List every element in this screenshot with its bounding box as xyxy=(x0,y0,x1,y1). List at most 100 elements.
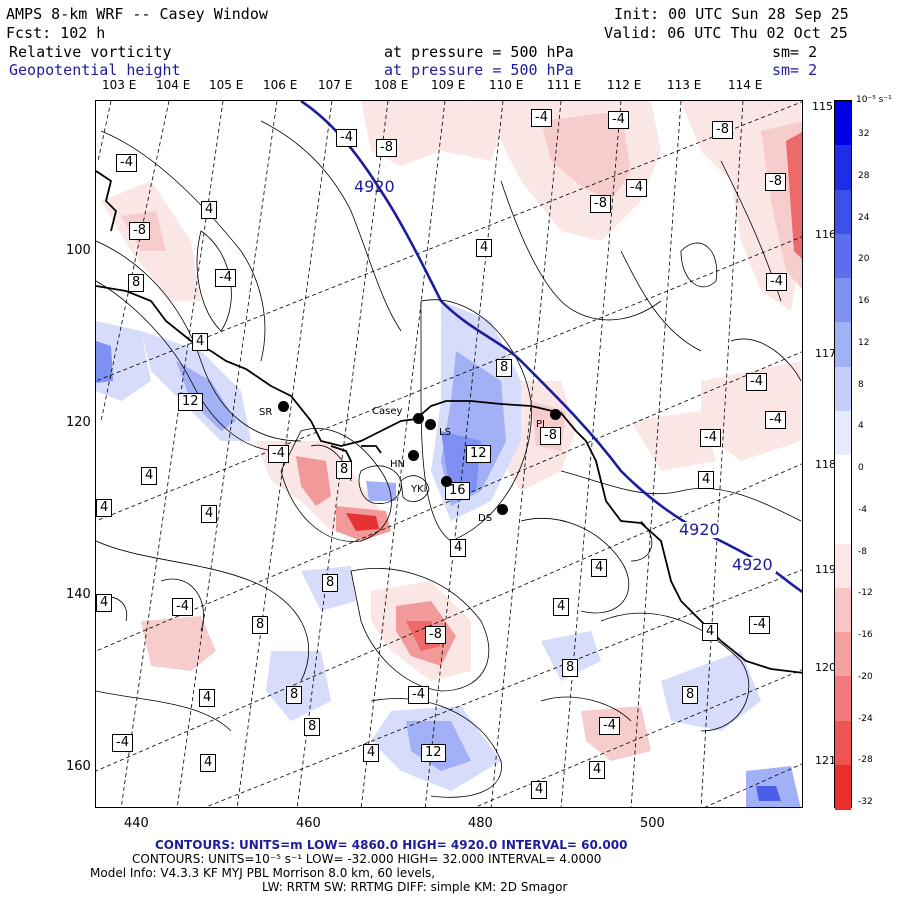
forecast-hour: Fcst: 102 h xyxy=(6,24,106,42)
contour-label: -8 xyxy=(129,222,150,240)
field-1-name: Relative vorticity xyxy=(9,43,172,61)
colorbar-level-label: 16 xyxy=(858,296,870,306)
contour-label: -4 xyxy=(268,445,289,463)
contour-label: 8 xyxy=(304,718,321,736)
contour-label: 4 xyxy=(702,623,719,641)
contour-label: 4 xyxy=(201,201,218,219)
height-contour-label: 4920 xyxy=(354,177,395,196)
contour-label: -4 xyxy=(765,411,786,429)
contour-label: 8 xyxy=(322,574,339,592)
height-contour-label: 4920 xyxy=(729,557,776,573)
field-2-name: Geopotential height xyxy=(9,61,181,79)
lon-label: 104 E xyxy=(156,78,191,92)
field-1-pressure: at pressure = 500 hPa xyxy=(384,43,574,61)
contour-label: 16 xyxy=(445,482,470,500)
colorbar-level-label: 32 xyxy=(858,129,870,139)
contour-label: 8 xyxy=(496,359,513,377)
colorbar-level-label: 28 xyxy=(858,170,870,181)
field-2-smoothing: sm= 2 xyxy=(772,61,818,79)
station-marker[interactable] xyxy=(550,409,561,420)
x-axis-label: 460 xyxy=(296,816,321,831)
station-marker[interactable] xyxy=(425,419,436,430)
station-label: PI xyxy=(536,419,545,430)
colorbar-level-label: 24 xyxy=(858,212,870,223)
vorticity-contours xyxy=(96,120,802,798)
colorbar-segment xyxy=(835,676,851,722)
contour-label: 4 xyxy=(591,559,608,577)
colorbar-segment xyxy=(835,366,851,412)
station-marker[interactable] xyxy=(408,450,419,461)
colorbar-level-label: -4 xyxy=(858,504,867,515)
colorbar-level-label: 4 xyxy=(858,421,864,432)
contour-label: 8 xyxy=(682,686,699,704)
lon-label: 114 E xyxy=(728,78,763,92)
colorbar-level-label: 0 xyxy=(858,463,864,473)
contour-label: -8 xyxy=(540,427,561,445)
field-1-smoothing: sm= 2 xyxy=(772,43,818,61)
contour-label: -4 xyxy=(116,154,137,172)
colorbar-segment xyxy=(835,632,851,678)
colorbar-segment xyxy=(835,101,851,147)
x-axis-label: 440 xyxy=(124,816,149,831)
contour-label: 12 xyxy=(178,393,203,411)
map-panel: 4920 4920 4920 -4 -8 -4 -8 4 -4 -8 -4 -8… xyxy=(95,100,803,808)
station-label: Casey xyxy=(372,406,403,417)
colorbar-segment xyxy=(835,499,851,545)
lon-label: 103 E xyxy=(102,78,137,92)
y-axis-label: 140 xyxy=(66,587,91,602)
contour-label: 8 xyxy=(128,274,145,292)
colorbar-level-label: 8 xyxy=(858,379,864,390)
lon-label: 111 E xyxy=(547,78,582,92)
vorticity-fill xyxy=(96,101,802,807)
colorbar-level-label: -24 xyxy=(858,713,873,724)
valid-time: Valid: 06 UTC Thu 02 Oct 25 xyxy=(604,24,848,42)
lon-label: 108 E xyxy=(374,78,409,92)
vorticity-contour-info: CONTOURS: UNITS=10⁻⁵ s⁻¹ LOW= -32.000 HI… xyxy=(132,852,602,866)
colorbar-segment xyxy=(835,543,851,589)
colorbar-segment xyxy=(835,764,851,810)
contour-label: 8 xyxy=(562,659,579,677)
height-contour-info: CONTOURS: UNITS=m LOW= 4860.0 HIGH= 4920… xyxy=(155,838,628,852)
contour-label: 4 xyxy=(199,689,216,707)
contour-label: -8 xyxy=(765,173,786,191)
contour-label: -8 xyxy=(425,626,446,644)
height-contour-label: 4920 xyxy=(676,522,723,538)
contour-label: 4 xyxy=(589,761,606,779)
colorbar-level-label: 12 xyxy=(858,337,870,348)
colorbar-level-label: -20 xyxy=(858,671,873,682)
colorbar-segment xyxy=(835,145,851,191)
lon-label: 112 E xyxy=(607,78,642,92)
colorbar-segment xyxy=(835,322,851,368)
contour-label: 4 xyxy=(450,539,467,557)
colorbar-segment xyxy=(835,189,851,235)
contour-label: -8 xyxy=(376,139,397,157)
station-marker[interactable] xyxy=(441,476,452,487)
contour-label: -8 xyxy=(590,195,611,213)
lat-lon-grid xyxy=(96,101,802,807)
physics-info: LW: RRTM SW: RRTMG DIFF: simple KM: 2D S… xyxy=(262,880,568,894)
contour-label: -4 xyxy=(599,717,620,735)
colorbar-segment xyxy=(835,278,851,324)
station-marker[interactable] xyxy=(413,413,424,424)
station-marker[interactable] xyxy=(278,401,289,412)
contour-label: 4 xyxy=(96,594,113,612)
station-label: HN xyxy=(390,459,405,470)
coastline xyxy=(96,170,802,674)
lon-label: 109 E xyxy=(431,78,466,92)
map-canvas xyxy=(96,101,802,807)
contour-label: 4 xyxy=(192,333,209,351)
colorbar-level-label: -16 xyxy=(858,630,873,640)
colorbar-segment xyxy=(835,410,851,456)
contour-label: -4 xyxy=(766,273,787,291)
contour-label: 8 xyxy=(336,461,353,479)
station-marker[interactable] xyxy=(497,504,508,515)
contour-label: -4 xyxy=(336,129,357,147)
colorbar-segment xyxy=(835,455,851,501)
contour-label: 4 xyxy=(141,467,158,485)
init-time: Init: 00 UTC Sun 28 Sep 25 xyxy=(614,5,849,23)
contour-label: 12 xyxy=(421,744,446,762)
contour-label: 4 xyxy=(200,754,217,772)
contour-label: -4 xyxy=(215,269,236,287)
colorbar xyxy=(834,100,852,810)
lon-label: 105 E xyxy=(209,78,244,92)
